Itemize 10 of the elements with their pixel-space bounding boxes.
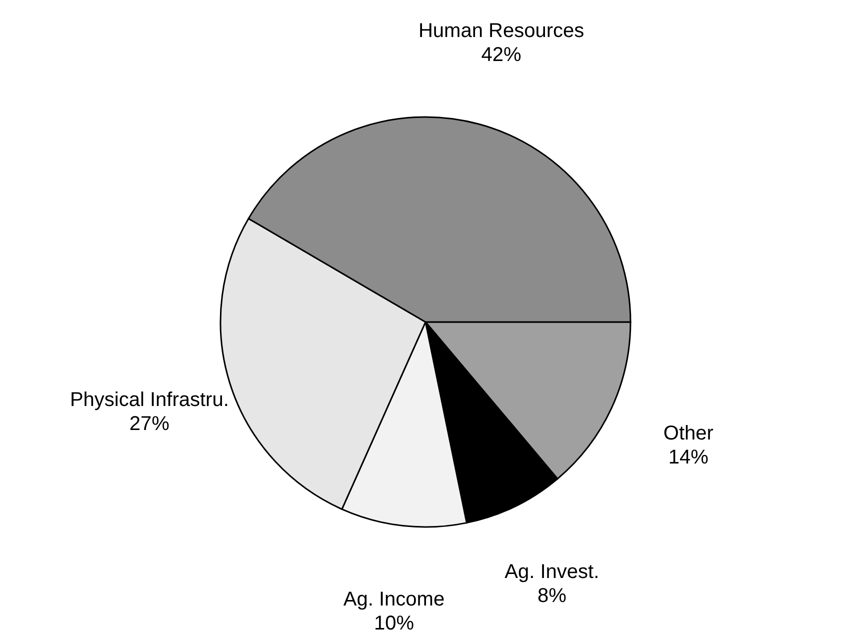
data-label: 27%	[129, 412, 170, 435]
data-label: 42%	[481, 44, 522, 66]
slice-label: Human Resources	[418, 20, 584, 42]
data-label: 10%	[374, 612, 414, 634]
data-label: 14%	[668, 446, 709, 468]
slice-label: Ag. Invest.	[504, 561, 600, 583]
slice-label: Physical Infrastru.	[70, 388, 229, 411]
slice-label: Ag. Income	[343, 588, 445, 610]
slice-label: Other	[663, 422, 714, 444]
data-label: 8%	[537, 585, 567, 607]
